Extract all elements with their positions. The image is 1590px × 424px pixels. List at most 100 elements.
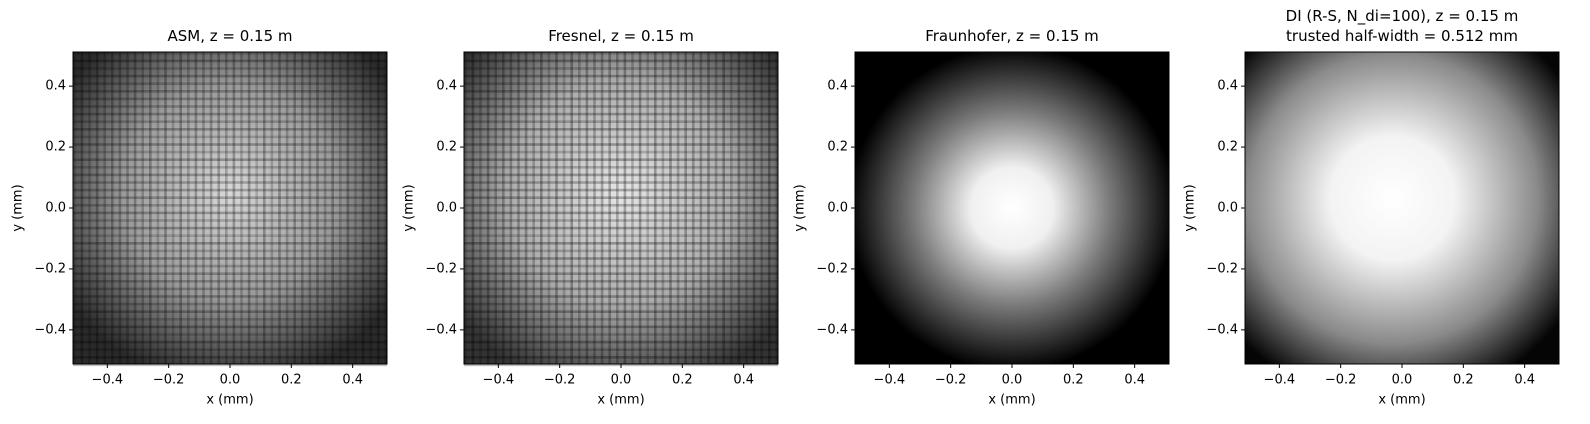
image-texture <box>111 52 114 364</box>
image-texture <box>471 52 475 364</box>
y-axis-label: y (mm) <box>1183 184 1198 231</box>
y-tick-label: 0.2 <box>1217 140 1238 155</box>
image-texture <box>464 280 778 283</box>
image-texture <box>73 173 387 177</box>
image-texture <box>464 59 778 63</box>
image-texture <box>464 166 778 169</box>
image-texture <box>232 52 236 364</box>
image-texture <box>707 52 710 364</box>
panel: −0.4 −0.2 0.0 0.2 0.4 −0.4 −0.2 0.0 0.2 0.4 x (mm)… <box>11 51 388 408</box>
image-texture <box>524 52 528 364</box>
x-tick-label: 0.0 <box>1002 373 1023 388</box>
image-texture <box>464 150 778 154</box>
image-texture <box>73 82 387 85</box>
y-tick-label: 0.0 <box>1217 201 1238 216</box>
y-axis-label: y (mm) <box>793 184 808 231</box>
image-texture <box>73 272 387 275</box>
x-axis-label: x (mm) <box>597 393 644 408</box>
image-texture <box>73 97 387 101</box>
image-texture <box>464 295 778 298</box>
image-texture <box>73 52 76 364</box>
y-tick-label: −0.4 <box>816 322 848 337</box>
image-texture <box>464 196 778 199</box>
image-texture <box>494 52 497 364</box>
image-texture <box>73 166 387 169</box>
image-texture <box>730 52 733 364</box>
x-tick-label: 0.4 <box>1124 373 1145 388</box>
image-texture <box>737 52 741 364</box>
image-texture <box>73 181 387 184</box>
image-texture <box>80 52 84 364</box>
y-tick-label: 0.0 <box>827 201 848 216</box>
image-texture <box>585 52 589 364</box>
image-texture <box>73 226 387 230</box>
image-texture <box>73 158 387 161</box>
image-texture <box>316 52 319 364</box>
image-texture <box>73 310 387 313</box>
image-texture <box>464 333 778 336</box>
image-texture <box>464 82 778 85</box>
x-axis-label: x (mm) <box>206 393 253 408</box>
image-texture <box>73 234 387 237</box>
image-texture <box>464 310 778 313</box>
image-texture <box>775 52 779 364</box>
x-tick-label: 0.0 <box>611 373 632 388</box>
image-texture <box>714 52 718 364</box>
x-tick-label: 0.2 <box>1453 373 1474 388</box>
y-tick-label: 0.0 <box>436 201 457 216</box>
image-texture <box>278 52 281 364</box>
image-texture <box>141 52 144 364</box>
image-texture <box>73 325 387 329</box>
heatmap-image <box>855 52 1169 364</box>
y-tick-label: −0.4 <box>1206 322 1238 337</box>
image-texture <box>73 188 387 192</box>
image-texture <box>202 52 205 364</box>
y-axis-label: y (mm) <box>402 184 417 231</box>
image-texture <box>73 257 387 260</box>
heatmap-image <box>73 52 387 364</box>
image-texture <box>760 52 763 364</box>
image-texture <box>285 52 289 364</box>
image-texture <box>95 52 99 364</box>
image-texture <box>103 52 106 364</box>
image-texture <box>464 234 778 237</box>
image-texture <box>149 52 152 364</box>
y-tick-label: 0.4 <box>45 79 66 94</box>
image-texture <box>464 272 778 275</box>
y-axis-label: y (mm) <box>11 184 26 231</box>
image-texture <box>464 90 778 93</box>
image-texture <box>263 52 266 364</box>
heatmap-image <box>464 52 778 364</box>
image-texture <box>464 219 778 222</box>
image-texture <box>464 325 778 329</box>
x-tick-label: −0.2 <box>153 373 185 388</box>
image-texture <box>339 52 342 364</box>
image-texture <box>692 52 695 364</box>
x-axis-label: x (mm) <box>1378 393 1425 408</box>
x-tick-label: 0.4 <box>342 373 363 388</box>
panel: −0.4 −0.2 0.0 0.2 0.4 −0.4 −0.2 0.0 0.2 0.4 x (mm)… <box>1183 51 1560 408</box>
image-texture <box>73 59 387 63</box>
image-texture <box>133 52 137 364</box>
image-texture <box>73 196 387 199</box>
x-tick-label: 0.0 <box>1392 373 1413 388</box>
x-tick-label: 0.2 <box>1063 373 1084 388</box>
y-tick-label: −0.2 <box>425 261 457 276</box>
image-texture <box>464 143 778 146</box>
x-tick-label: 0.2 <box>672 373 693 388</box>
image-texture <box>631 52 634 364</box>
image-texture <box>209 52 213 364</box>
image-texture <box>73 264 387 268</box>
image-texture <box>179 52 182 364</box>
image-texture <box>464 287 778 291</box>
image-texture <box>73 112 387 116</box>
image-texture <box>217 52 220 364</box>
image-texture <box>464 97 778 101</box>
image-texture <box>555 52 558 364</box>
image-texture <box>240 52 243 364</box>
image-texture <box>73 67 387 70</box>
image-texture <box>73 135 387 139</box>
image-texture <box>354 52 357 364</box>
